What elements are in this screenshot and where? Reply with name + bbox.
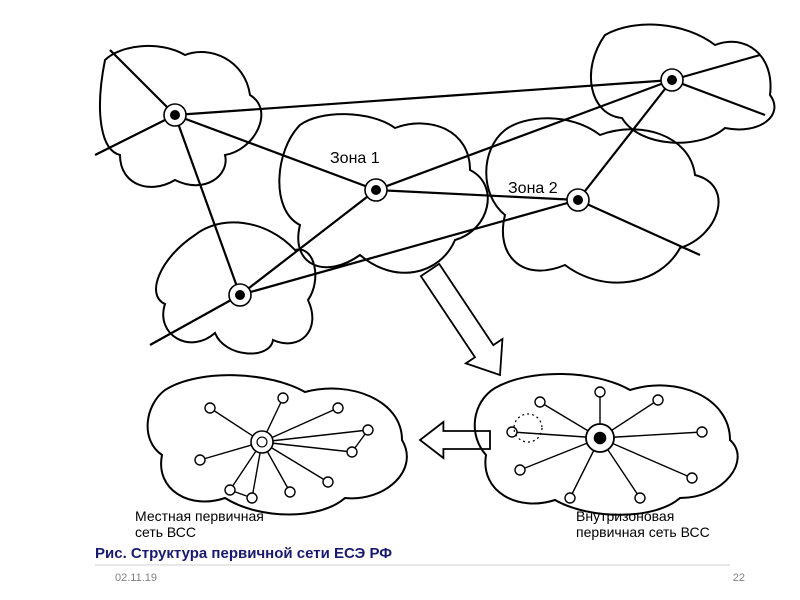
local-leaf [225,485,235,495]
local-leaf [363,425,373,435]
hub-node-inner [170,110,180,120]
footer-page-number: 22 [733,572,745,584]
local-leaf [195,455,205,465]
arrow [421,264,503,375]
hub-node-inner [667,75,677,85]
external-link [110,50,175,115]
zone-2-label: Зона 2 [508,180,558,198]
local-leaf [205,403,215,413]
intra-leaf [653,395,663,405]
intra-link [600,432,702,438]
intra-inner-region [514,414,542,442]
external-link [578,200,700,255]
backbone-link [175,115,240,295]
intra-leaf [697,427,707,437]
hub-node-inner [371,185,381,195]
external-link [672,55,760,80]
external-link [672,80,765,115]
local-leaf [278,393,288,403]
zone-1-label: Зона 1 [330,150,380,168]
intra-hub-inner [594,432,607,445]
intra-leaf [635,493,645,503]
footer-date: 02.11.19 [115,572,157,584]
intra-leaf [595,387,605,397]
local-net-blob [148,375,407,514]
intra-leaf [687,473,697,483]
arrow [420,422,490,458]
intrazone-network-label: Внутризоноваяпервичная сеть ВСС [576,508,710,540]
local-leaf [323,477,333,487]
hub-node-inner [573,195,583,205]
local-link [262,430,368,442]
figure-caption: Рис. Структура первичной сети ЕСЭ РФ [95,545,392,562]
intra-leaf [535,397,545,407]
local-leaf [347,447,357,457]
local-hub-inner [257,437,267,447]
backbone-link [240,190,376,295]
intra-leaf [565,493,575,503]
local-network-label: Местная первичнаясеть ВСС [135,508,264,540]
backbone-link [240,200,578,295]
intra-leaf [515,465,525,475]
local-link [262,408,338,442]
local-leaf [285,487,295,497]
hub-node-inner [235,290,245,300]
local-leaf [247,493,257,503]
backbone-link [175,80,672,115]
external-link [95,115,175,155]
local-leaf [333,403,343,413]
